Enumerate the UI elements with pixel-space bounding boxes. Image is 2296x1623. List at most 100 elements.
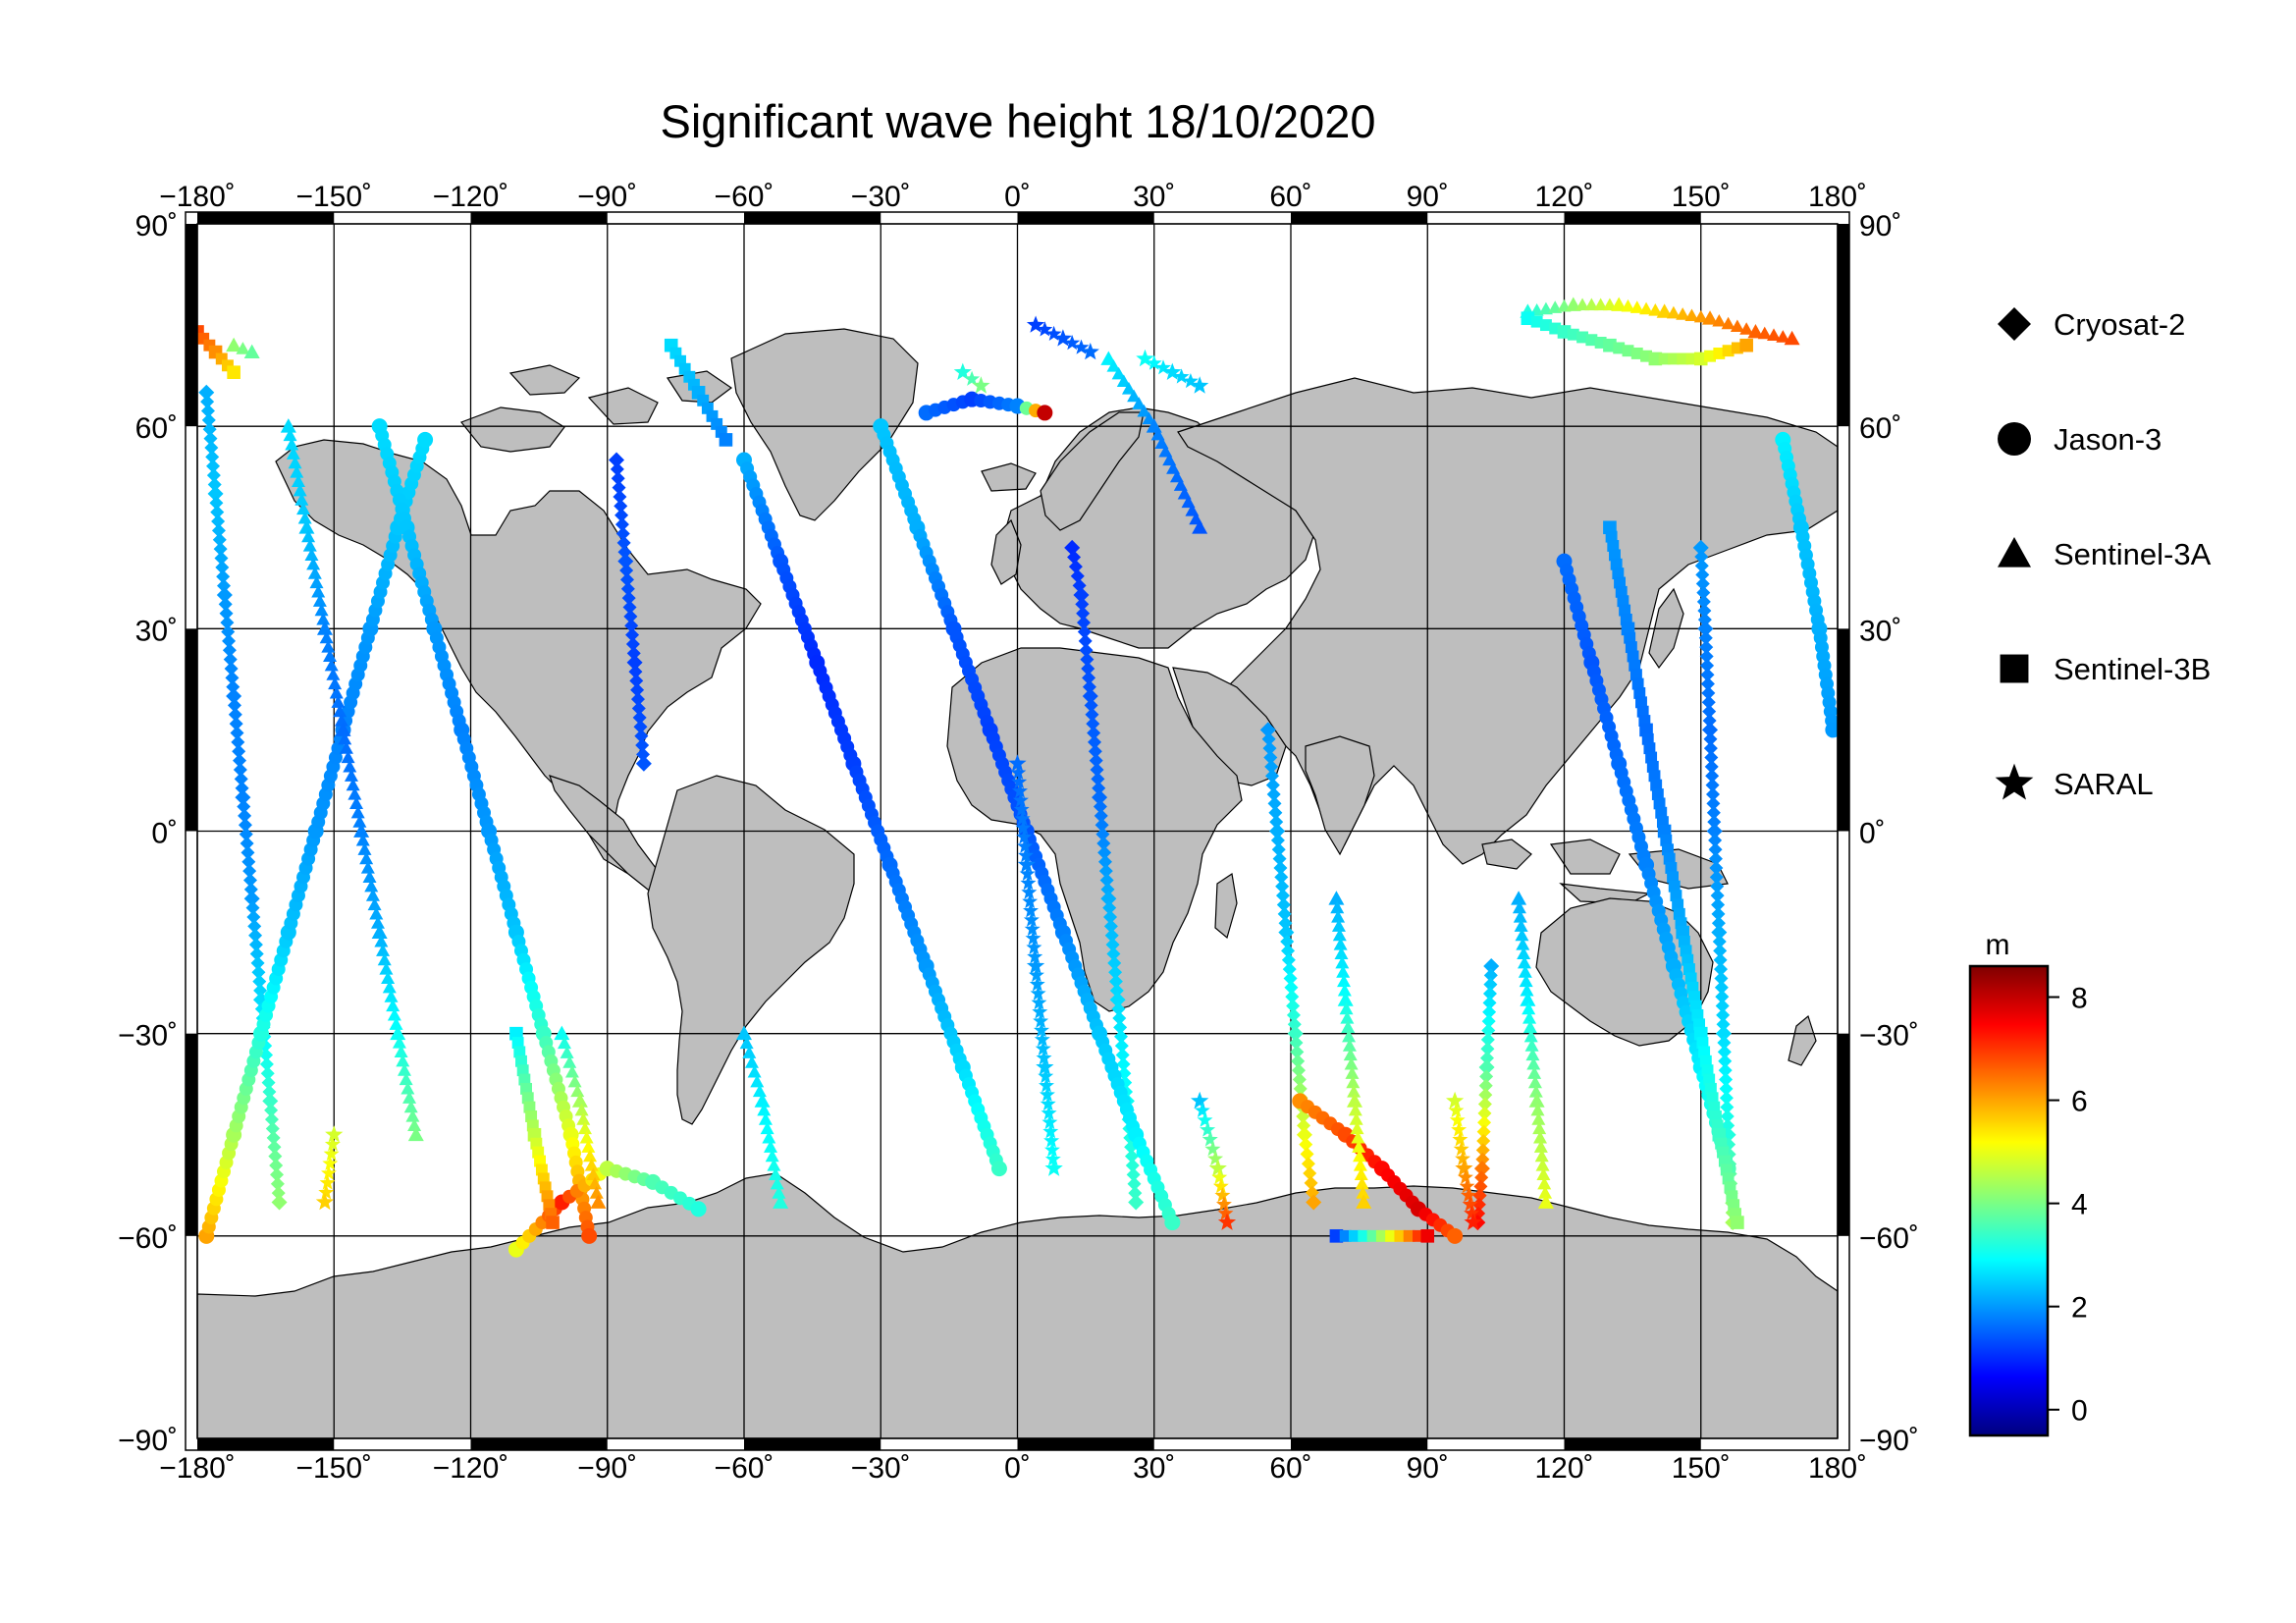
track-point xyxy=(384,990,399,1002)
track-point xyxy=(1109,983,1124,998)
track-point xyxy=(197,332,210,345)
track-point xyxy=(1192,519,1208,534)
track-point xyxy=(304,548,319,561)
track-point xyxy=(1479,1069,1494,1084)
land-britain xyxy=(990,518,1022,585)
frame-segment-bottom xyxy=(470,1438,608,1450)
track-point xyxy=(625,627,640,642)
track-point xyxy=(1348,1103,1362,1116)
track-point xyxy=(636,747,651,762)
track-point xyxy=(1682,963,1695,976)
track-point xyxy=(1648,770,1661,783)
track-point xyxy=(246,909,261,924)
frame-segment-right xyxy=(1838,224,1849,427)
track-point xyxy=(1513,909,1527,923)
track-point xyxy=(233,763,247,778)
track-point xyxy=(764,1140,778,1153)
legend-label: SARAL xyxy=(2054,767,2154,801)
track-point xyxy=(1612,568,1625,580)
track-point xyxy=(1473,1179,1488,1194)
track-point xyxy=(1457,1168,1473,1185)
track-point xyxy=(1665,862,1678,874)
legend-label: Sentinel-3B xyxy=(2054,652,2211,686)
track-point xyxy=(1102,900,1117,915)
track-point xyxy=(1044,1159,1063,1176)
track-point xyxy=(226,679,240,694)
track-point xyxy=(1082,688,1098,705)
track-point xyxy=(1483,957,1500,974)
lon-tick-label: −120˚ xyxy=(433,1452,509,1485)
track-point xyxy=(1619,604,1631,617)
track-point xyxy=(233,753,247,768)
track-point xyxy=(1034,1022,1049,1038)
track-point xyxy=(750,1074,765,1088)
track-point xyxy=(523,1101,536,1113)
track-point xyxy=(1655,806,1668,819)
track-point xyxy=(1699,1055,1712,1067)
track-point xyxy=(1212,1178,1229,1194)
track-point xyxy=(1709,1110,1722,1122)
track-point xyxy=(588,1176,603,1190)
lat-tick-label: −30˚ xyxy=(1859,1020,1919,1053)
track-point xyxy=(1549,322,1562,335)
track-point xyxy=(221,359,234,372)
track-point xyxy=(1722,1172,1735,1185)
track-point xyxy=(344,769,358,782)
track-point xyxy=(1693,309,1708,323)
track-point xyxy=(1040,1096,1056,1111)
track-point xyxy=(1517,955,1531,969)
track-point xyxy=(350,805,365,819)
track-point xyxy=(1208,1159,1227,1176)
track-point xyxy=(1537,1194,1554,1209)
track-point xyxy=(1034,1031,1050,1047)
track-point xyxy=(1290,1045,1305,1059)
track-point xyxy=(772,1186,786,1199)
colorbar-tick-label: 4 xyxy=(2071,1189,2088,1221)
track-point xyxy=(1481,1023,1496,1038)
track-point xyxy=(1331,919,1346,932)
frame-segment-bottom xyxy=(744,1438,881,1450)
track-point xyxy=(1530,315,1543,328)
track-point xyxy=(280,418,296,433)
track-point xyxy=(1274,870,1289,885)
track-point xyxy=(1099,873,1114,888)
track-point xyxy=(1015,820,1032,836)
track-point xyxy=(1711,916,1726,931)
track-point xyxy=(1128,1186,1143,1201)
track-point xyxy=(557,1036,571,1050)
track-point xyxy=(1286,1007,1301,1022)
lon-tick-labels-top: −180˚ −150˚ −120˚ −90˚ −60˚ −30˚ 0˚ 30˚ 60˚ 90˚ 12… xyxy=(159,181,1867,213)
track-point xyxy=(1023,911,1040,927)
lon-tick-label: 150˚ xyxy=(1672,181,1731,213)
track-point xyxy=(1112,1011,1127,1026)
lat-tick-label: −60˚ xyxy=(1859,1222,1919,1255)
track-point xyxy=(1474,1170,1489,1185)
track-point xyxy=(1621,622,1635,636)
track-point xyxy=(1607,540,1620,552)
track-point xyxy=(321,640,336,653)
track-point xyxy=(224,661,239,676)
square-icon xyxy=(2000,654,2029,683)
track-point xyxy=(219,606,234,621)
track-point xyxy=(1719,1072,1734,1087)
track-point xyxy=(1640,350,1652,362)
track-point xyxy=(1197,1111,1213,1127)
track-point xyxy=(586,1167,601,1180)
track-point xyxy=(1701,685,1716,700)
track-point xyxy=(210,505,225,519)
track-point xyxy=(1698,1046,1711,1058)
frame-segment-bottom xyxy=(197,1438,335,1450)
track-point xyxy=(1042,1123,1059,1139)
triangle-icon xyxy=(1998,537,2031,568)
track-point xyxy=(752,1084,767,1098)
track-point xyxy=(364,879,379,893)
track-point xyxy=(574,1103,589,1116)
track-point xyxy=(1173,368,1190,384)
track-point xyxy=(546,1216,560,1229)
track-point xyxy=(567,1074,582,1088)
track-point xyxy=(1776,330,1790,343)
track-point xyxy=(990,1161,1007,1177)
track-point xyxy=(234,772,248,786)
track-point xyxy=(1264,759,1279,774)
